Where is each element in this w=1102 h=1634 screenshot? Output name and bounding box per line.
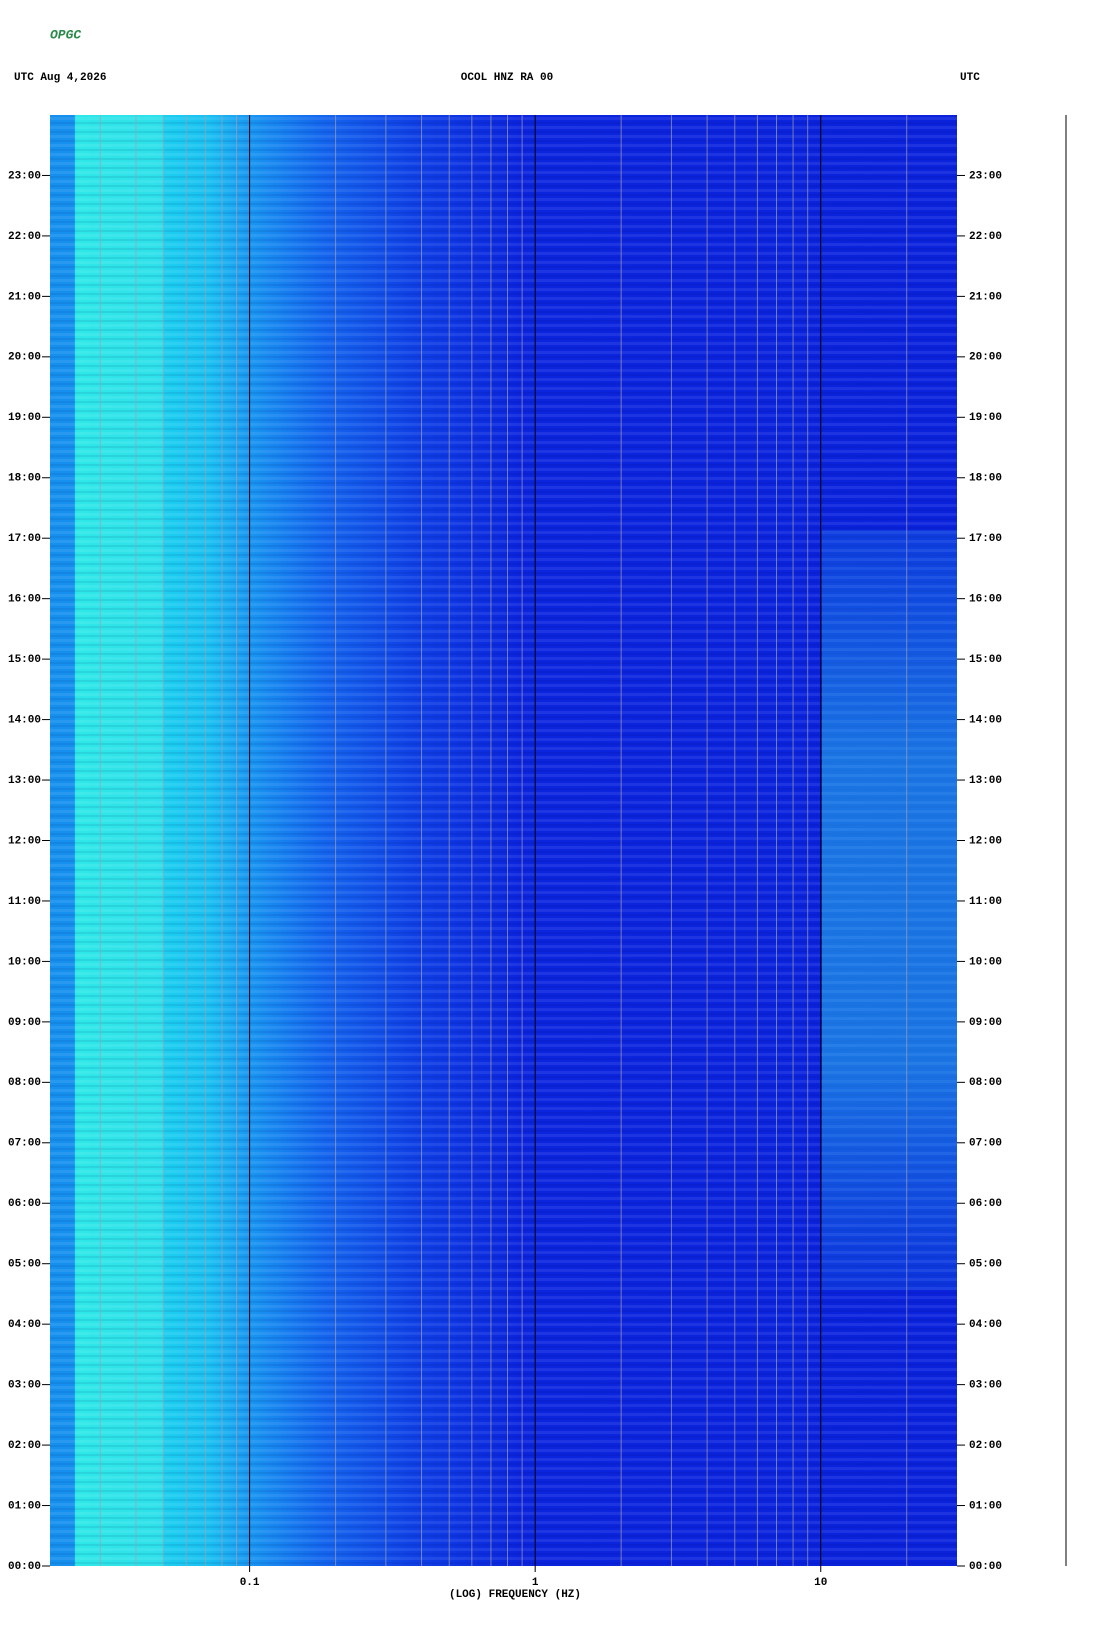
y-tick-label: 08:00 [8, 1077, 41, 1089]
x-tick-label: 10 [814, 1577, 827, 1589]
y-tick-label-right: 02:00 [969, 1440, 1002, 1452]
y-tick-label: 04:00 [8, 1319, 41, 1331]
header-right: UTC [960, 72, 980, 84]
y-tick-label: 03:00 [8, 1380, 41, 1392]
y-tick-label-right: 11:00 [969, 896, 1002, 908]
y-tick-label: 00:00 [8, 1561, 41, 1573]
y-tick-label: 12:00 [8, 835, 41, 847]
spectrogram-texture [50, 115, 957, 1566]
spectrogram-field [50, 115, 957, 1566]
y-tick-label: 18:00 [8, 473, 41, 485]
y-tick-label-right: 04:00 [969, 1319, 1002, 1331]
y-tick-label: 14:00 [8, 714, 41, 726]
chart-title: OCOL HNZ RA 00 [461, 72, 553, 84]
y-tick-label-right: 19:00 [969, 412, 1002, 424]
y-tick-label-right: 20:00 [969, 352, 1002, 364]
high-frequency-noise [822, 530, 957, 1290]
y-tick-label-right: 05:00 [969, 1259, 1002, 1271]
y-tick-label: 02:00 [8, 1440, 41, 1452]
logo: OPGC [50, 27, 81, 42]
y-tick-label-right: 07:00 [969, 1138, 1002, 1150]
y-tick-label-right: 06:00 [969, 1198, 1002, 1210]
y-tick-label: 22:00 [8, 231, 41, 243]
y-tick-label-right: 10:00 [969, 956, 1002, 968]
y-tick-label: 09:00 [8, 1017, 41, 1029]
y-tick-label-right: 01:00 [969, 1500, 1002, 1512]
y-tick-label-right: 18:00 [969, 473, 1002, 485]
y-tick-label: 23:00 [8, 170, 41, 182]
y-tick-label: 05:00 [8, 1259, 41, 1271]
y-tick-label-right: 17:00 [969, 533, 1002, 545]
header-left: UTC Aug 4,2026 [14, 72, 106, 84]
y-tick-label: 20:00 [8, 352, 41, 364]
y-tick-label-right: 00:00 [969, 1561, 1002, 1573]
y-tick-label: 07:00 [8, 1138, 41, 1150]
x-tick-label: 1 [532, 1577, 539, 1589]
y-tick-label-right: 16:00 [969, 594, 1002, 606]
y-tick-label-right: 14:00 [969, 714, 1002, 726]
y-tick-label: 13:00 [8, 775, 41, 787]
y-tick-label-right: 12:00 [969, 835, 1002, 847]
y-tick-label-right: 03:00 [969, 1380, 1002, 1392]
y-tick-label: 15:00 [8, 654, 41, 666]
y-tick-label: 17:00 [8, 533, 41, 545]
y-tick-label: 16:00 [8, 594, 41, 606]
y-tick-label-right: 23:00 [969, 170, 1002, 182]
y-tick-label: 01:00 [8, 1500, 41, 1512]
y-tick-label: 19:00 [8, 412, 41, 424]
y-tick-label: 11:00 [8, 896, 41, 908]
y-tick-label-right: 09:00 [969, 1017, 1002, 1029]
y-tick-label-right: 13:00 [969, 775, 1002, 787]
y-tick-label: 10:00 [8, 956, 41, 968]
x-tick-label: 0.1 [240, 1577, 260, 1589]
y-tick-label: 21:00 [8, 291, 41, 303]
y-tick-label-right: 21:00 [969, 291, 1002, 303]
y-tick-label-right: 08:00 [969, 1077, 1002, 1089]
y-tick-label: 06:00 [8, 1198, 41, 1210]
x-axis-label: (LOG) FREQUENCY (HZ) [449, 1589, 581, 1601]
y-tick-label-right: 22:00 [969, 231, 1002, 243]
y-tick-label-right: 15:00 [969, 654, 1002, 666]
